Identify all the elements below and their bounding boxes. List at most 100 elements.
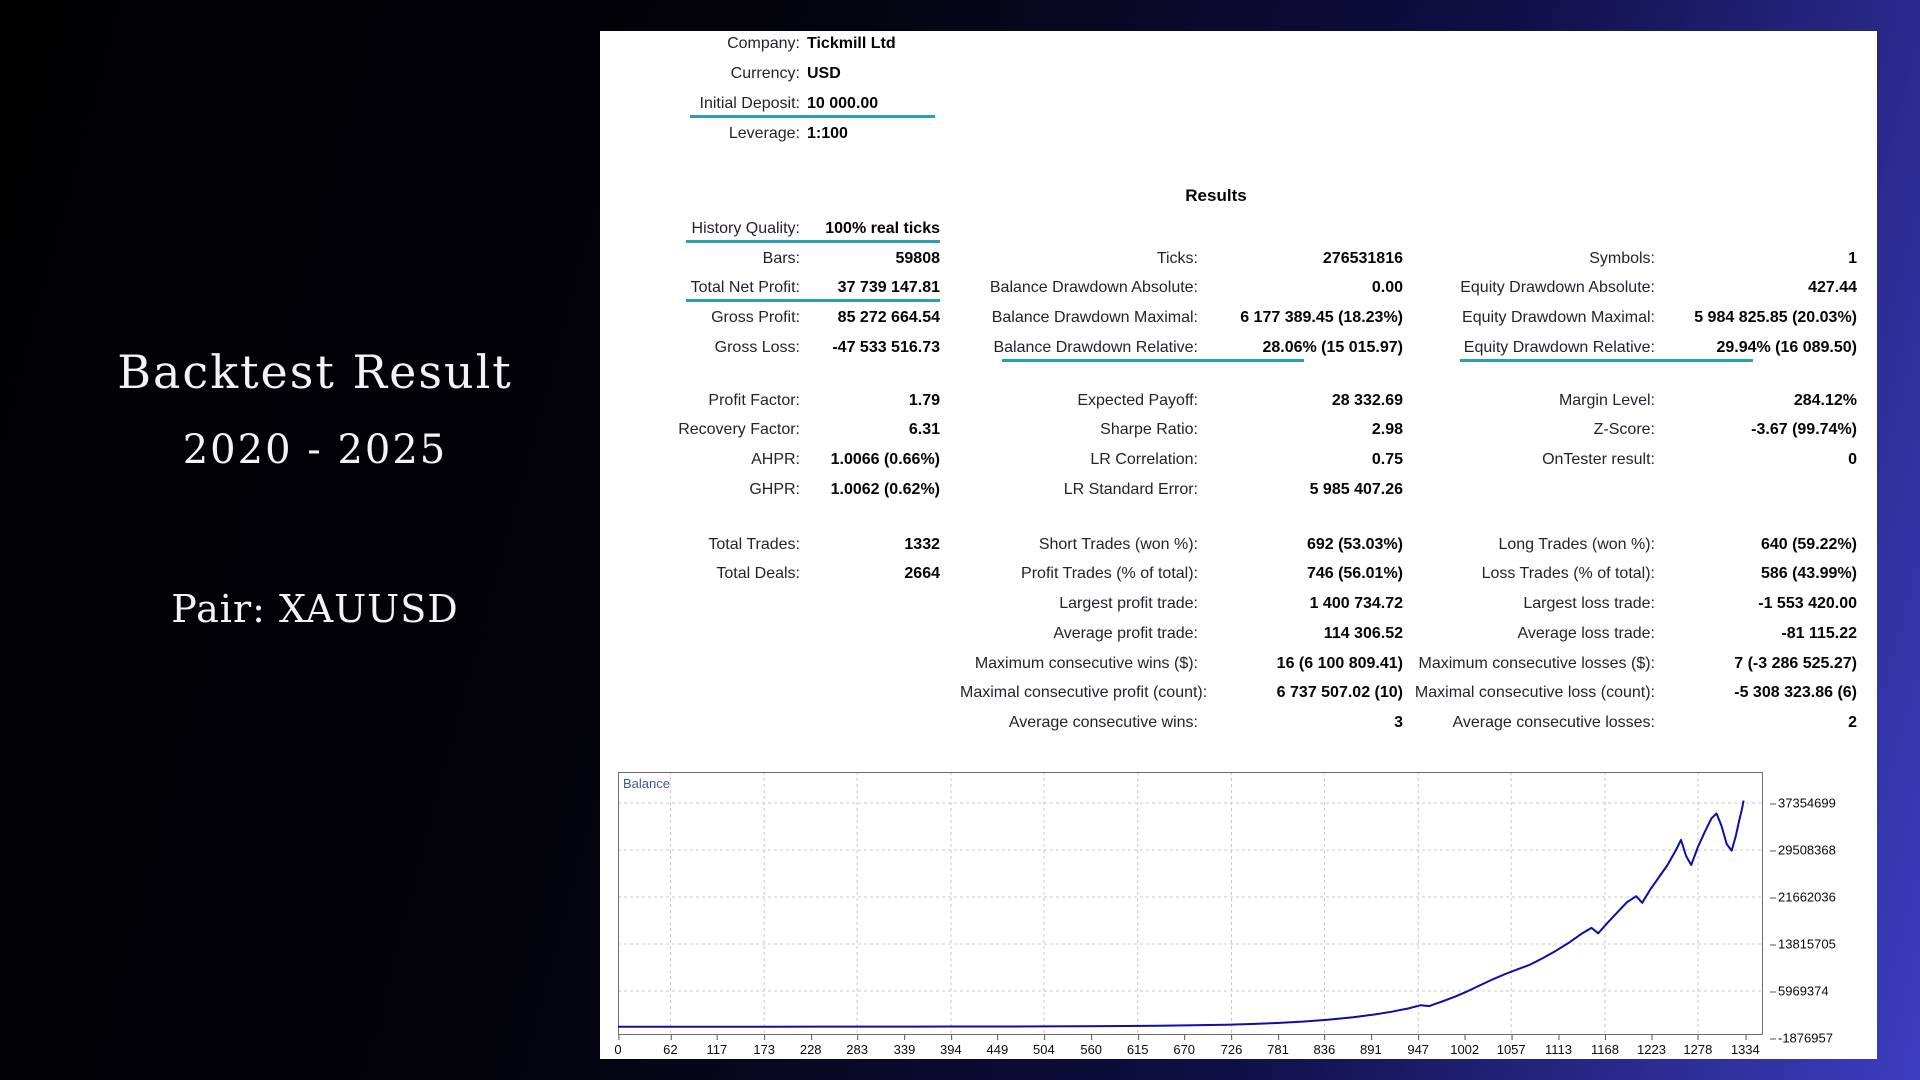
- stat-value: 276531816: [1322, 249, 1403, 267]
- stat-label: Gross Profit:: [711, 309, 800, 327]
- x-axis-label: 283: [846, 1035, 868, 1057]
- stat-value: 1.79: [908, 391, 940, 409]
- stats-col3: Symbols: 1 Equity Drawdown Absolute: 427.44…: [1410, 214, 1857, 738]
- stat-label: Maximal consecutive loss (count):: [1414, 684, 1655, 702]
- stat-row: Ticks: 276531816: [960, 244, 1403, 274]
- stat-value: 6.31: [908, 421, 940, 439]
- stat-row: [600, 708, 940, 738]
- stat-value: 2.98: [1371, 421, 1403, 439]
- x-axis-label: 726: [1220, 1035, 1243, 1057]
- stat-label: LR Correlation:: [1090, 451, 1198, 469]
- stat-value: 284.12%: [1793, 391, 1857, 409]
- y-axis-label: 5969374: [1770, 983, 1829, 999]
- stat-value: 427.44: [1808, 279, 1857, 297]
- stat-label: Equity Drawdown Absolute:: [1460, 279, 1655, 297]
- stat-value: 16 (6 100 809.41): [1276, 654, 1403, 672]
- x-axis-label: 560: [1080, 1035, 1103, 1057]
- stat-value: 5 985 407.26: [1309, 480, 1403, 498]
- x-axis-label: 339: [893, 1035, 916, 1057]
- stat-row: LR Correlation: 0.75: [960, 445, 1403, 475]
- stat-row: LR Standard Error: 5 985 407.26: [960, 475, 1403, 505]
- stats-gap: [960, 363, 1403, 386]
- stat-row: Maximum consecutive wins ($): 16 (6 100 8…: [960, 649, 1403, 679]
- stat-label: Profit Factor:: [708, 391, 800, 409]
- stat-row: Largest profit trade: 1 400 734.72: [960, 589, 1403, 619]
- x-axis-label: 449: [986, 1035, 1009, 1057]
- x-axis-label: 1278: [1683, 1035, 1713, 1057]
- stat-label: Total Deals:: [716, 565, 800, 583]
- report-panel: Company: Tickmill Ltd Currency: USD Initial …: [600, 31, 1877, 1059]
- y-axis-label: 29508368: [1770, 842, 1836, 858]
- stat-value: 29.94% (16 089.50): [1716, 338, 1857, 356]
- stat-label: Long Trades (won %):: [1498, 535, 1655, 553]
- header-row: Currency: USD: [600, 59, 935, 89]
- x-axis-label: 504: [1033, 1035, 1055, 1057]
- stat-value: 746 (56.01%): [1306, 565, 1403, 583]
- stat-label: Average consecutive losses:: [1452, 714, 1655, 732]
- stat-row: [600, 589, 940, 619]
- header-value: USD: [807, 65, 841, 82]
- stat-row: Average profit trade: 114 306.52: [960, 619, 1403, 649]
- y-axis-label: 21662036: [1770, 889, 1836, 905]
- stat-row: [600, 649, 940, 679]
- stat-row: Total Deals: 2664: [600, 560, 940, 590]
- x-axis-label: 1334: [1730, 1035, 1760, 1057]
- stat-value: 640 (59.22%): [1760, 535, 1857, 553]
- y-axis-label: 13815705: [1770, 936, 1836, 952]
- stat-row: Loss Trades (% of total): 586 (43.99%): [1410, 560, 1857, 590]
- stat-row: Equity Drawdown Absolute: 427.44: [1410, 274, 1857, 304]
- stat-value: 1.0062 (0.62%): [830, 480, 940, 498]
- stats-gap: [960, 505, 1403, 530]
- header-row: Leverage: 1:100: [600, 119, 935, 149]
- stat-row: Profit Trades (% of total): 746 (56.01%): [960, 560, 1403, 590]
- stat-row: Recovery Factor: 6.31: [600, 416, 940, 446]
- report-header: Company: Tickmill Ltd Currency: USD Initial …: [600, 29, 935, 149]
- stat-label: Z-Score:: [1593, 421, 1655, 439]
- stat-row: [600, 679, 940, 709]
- slide-subtitle-years: 2020 - 2025: [182, 427, 448, 473]
- x-axis-label: 1168: [1591, 1035, 1619, 1057]
- stat-value: -81 115.22: [1781, 624, 1857, 642]
- stat-label: Ticks:: [1156, 249, 1198, 267]
- stat-value: 100% real ticks: [825, 219, 940, 237]
- stat-row: Average loss trade: -81 115.22: [1410, 619, 1857, 649]
- stat-value: 1332: [904, 535, 940, 553]
- x-axis-label: 117: [706, 1035, 728, 1057]
- stat-value: 1 400 734.72: [1309, 595, 1403, 613]
- stats-gap: [1410, 363, 1857, 386]
- stat-label: Equity Drawdown Maximal:: [1462, 309, 1655, 327]
- stat-label: Balance Drawdown Absolute:: [989, 279, 1198, 297]
- stat-row: [1410, 475, 1857, 505]
- stat-value: -1 553 420.00: [1758, 595, 1857, 613]
- stat-row: Bars: 59808: [600, 244, 940, 274]
- stat-row: Sharpe Ratio: 2.98: [960, 416, 1403, 446]
- stat-row: [960, 214, 1403, 244]
- slide-pair-label: Pair: XAUUSD: [171, 587, 459, 631]
- stats-col2: Ticks: 276531816 Balance Drawdown Absolute…: [960, 214, 1403, 738]
- stat-value: 692 (53.03%): [1306, 535, 1403, 553]
- y-axis-label: 37354699: [1770, 795, 1836, 811]
- stat-value: -5 308 323.86 (6): [1734, 684, 1857, 702]
- header-row: Company: Tickmill Ltd: [600, 29, 935, 59]
- stat-label: Symbols:: [1589, 249, 1655, 267]
- x-axis-label: 836: [1313, 1035, 1336, 1057]
- stat-label: Total Net Profit:: [690, 279, 800, 297]
- stat-value: 6 737 507.02 (10): [1276, 684, 1403, 702]
- stat-value: 2: [1848, 714, 1857, 732]
- stat-row: Gross Profit: 85 272 664.54: [600, 303, 940, 333]
- stats-gap: [600, 363, 940, 386]
- stat-label: Largest loss trade:: [1523, 595, 1655, 613]
- x-axis-label: 615: [1126, 1035, 1149, 1057]
- stat-value: 6 177 389.45 (18.23%): [1240, 309, 1403, 327]
- stat-row: OnTester result: 0: [1410, 445, 1857, 475]
- stat-row: Balance Drawdown Absolute: 0.00: [960, 274, 1403, 304]
- stat-value: 5 984 825.85 (20.03%): [1694, 309, 1857, 327]
- stat-value: 7 (-3 286 525.27): [1734, 654, 1857, 672]
- stat-row: [600, 619, 940, 649]
- stat-row: Equity Drawdown Maximal: 5 984 825.85 (20…: [1410, 303, 1857, 333]
- x-axis-label: 670: [1173, 1035, 1196, 1057]
- stat-row: Profit Factor: 1.79: [600, 386, 940, 416]
- balance-curve: [618, 800, 1745, 1028]
- stat-label: LR Standard Error:: [1063, 480, 1198, 498]
